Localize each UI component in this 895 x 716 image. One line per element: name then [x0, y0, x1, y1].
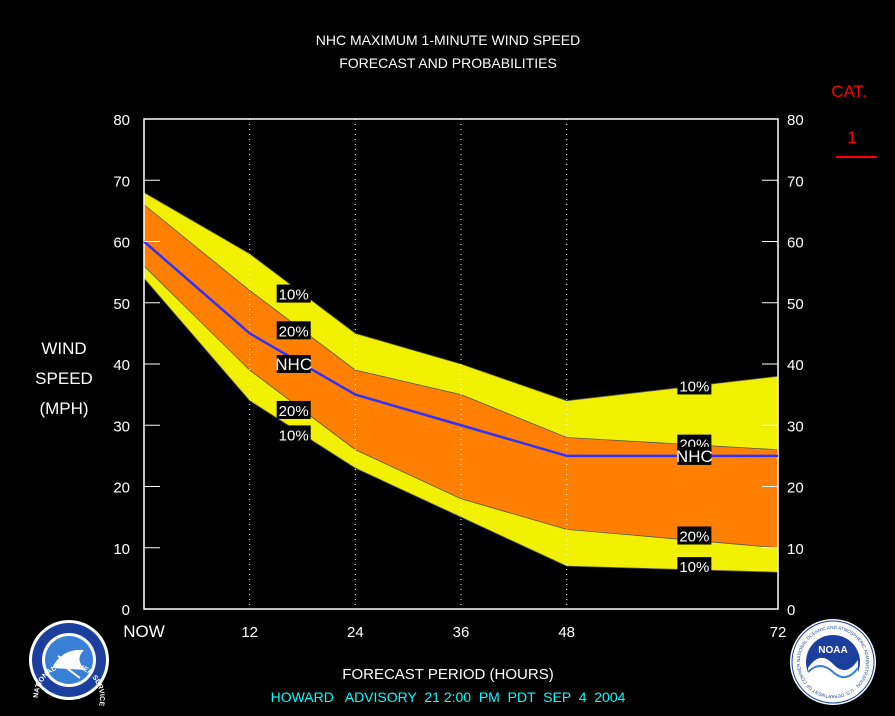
band-label-text: NHC	[676, 447, 713, 466]
y-tick-label-left: 80	[113, 112, 130, 129]
noaa-logo-icon: NOAA NATIONAL OCEANIC AND ATMOSPHERIC AD…	[0, 0, 876, 705]
y-tick-label-right: 70	[787, 173, 804, 190]
noaa-ring-text: NATIONAL OCEANIC AND ATMOSPHERIC ADMINIS…	[0, 0, 870, 699]
band-label: 10%	[677, 557, 712, 576]
band-label: NHC	[676, 446, 713, 466]
x-tick-label: 72	[770, 624, 787, 641]
category-label: CAT.	[831, 82, 867, 101]
band-label-text: 10%	[279, 427, 309, 444]
x-tick-label: 36	[453, 624, 470, 641]
band-label: 20%	[276, 400, 311, 420]
band-label: 20%	[677, 526, 712, 546]
y-tick-label-right: 0	[787, 602, 795, 619]
axes: 0 0 10 10 20 20 30 30 40 40 50 50 60 60 70 70 80 80 NOW 12 2…	[113, 112, 803, 641]
y-tick-label-left: 10	[113, 541, 130, 558]
band-20pct-area	[144, 204, 778, 548]
y-tick-label-right: 60	[787, 235, 804, 252]
band-label-text: 10%	[279, 287, 309, 304]
band-label: 10%	[677, 376, 712, 395]
y-tick-label-right: 20	[787, 480, 804, 497]
band-label-text: NHC	[275, 355, 312, 374]
advisory-line: HOWARD ADVISORY 21 2:00 PM PDT SEP 4 200…	[271, 689, 626, 705]
y-axis-label-line2: SPEED	[35, 369, 93, 388]
probability-bands	[143, 192, 779, 573]
y-tick-label-right: 30	[787, 418, 804, 435]
y-tick-label-left: 70	[113, 173, 130, 190]
y-tick-label-right: 40	[787, 357, 804, 374]
y-tick-label-left: 30	[113, 418, 130, 435]
band-label-text: 20%	[279, 403, 309, 420]
band-label-box	[276, 425, 311, 444]
series-line-nhc	[143, 240, 778, 458]
band-10pct-lower-edge	[143, 277, 779, 573]
x-tick-label: 12	[241, 624, 258, 641]
band-label-box	[276, 400, 311, 419]
band-label-box	[276, 321, 311, 340]
y-tick-label-right: 50	[787, 296, 804, 313]
band-label-box	[276, 284, 311, 303]
band-label-text: 20%	[679, 529, 709, 546]
band-10pct-upper-edge	[143, 192, 779, 402]
y-axis-label-line1: WIND	[41, 339, 86, 358]
band-label: NHC	[275, 355, 312, 374]
x-tick-label: 24	[347, 624, 364, 641]
band-label-box	[276, 355, 311, 373]
band-label: 10%	[276, 425, 311, 444]
band-label-text: 20%	[279, 323, 309, 340]
nws-logo-icon: NATIONAL WEATHER SERVICE	[29, 620, 109, 707]
y-tick-label-left: 0	[122, 602, 130, 619]
noaa-center-text: NOAA	[818, 645, 847, 656]
y-tick-label-left: 60	[113, 235, 130, 252]
band-label: 10%	[276, 284, 311, 304]
chart-subtitle: FORECAST AND PROBABILITIES	[339, 55, 557, 71]
y-tick-label-left: 20	[113, 480, 130, 497]
chart-title: NHC MAXIMUM 1-MINUTE WIND SPEED	[316, 32, 580, 48]
band-label-box	[677, 557, 712, 576]
band-20pct-lower-edge	[143, 265, 779, 549]
category-value: 1	[847, 128, 856, 147]
band-label-text: 10%	[679, 378, 709, 395]
vertical-gridlines	[249, 119, 568, 609]
y-axis-label-line3: (MPH)	[39, 399, 88, 418]
band-20pct-upper-edge	[143, 204, 779, 451]
y-tick-label-left: 40	[113, 357, 130, 374]
band-label-text: 10%	[679, 559, 709, 576]
y-tick-label-left: 50	[113, 296, 130, 313]
y-tick-label-right: 80	[787, 112, 804, 129]
x-tick-label: NOW	[123, 622, 165, 641]
band-label-box	[677, 526, 712, 545]
band-label-box	[677, 446, 712, 465]
band-label: 20%	[276, 321, 311, 340]
x-tick-label: 48	[558, 624, 575, 641]
series-lines	[143, 240, 778, 458]
band-label-box	[677, 376, 712, 395]
x-axis-label: FORECAST PERIOD (HOURS)	[342, 666, 553, 683]
y-tick-label-right: 10	[787, 541, 804, 558]
